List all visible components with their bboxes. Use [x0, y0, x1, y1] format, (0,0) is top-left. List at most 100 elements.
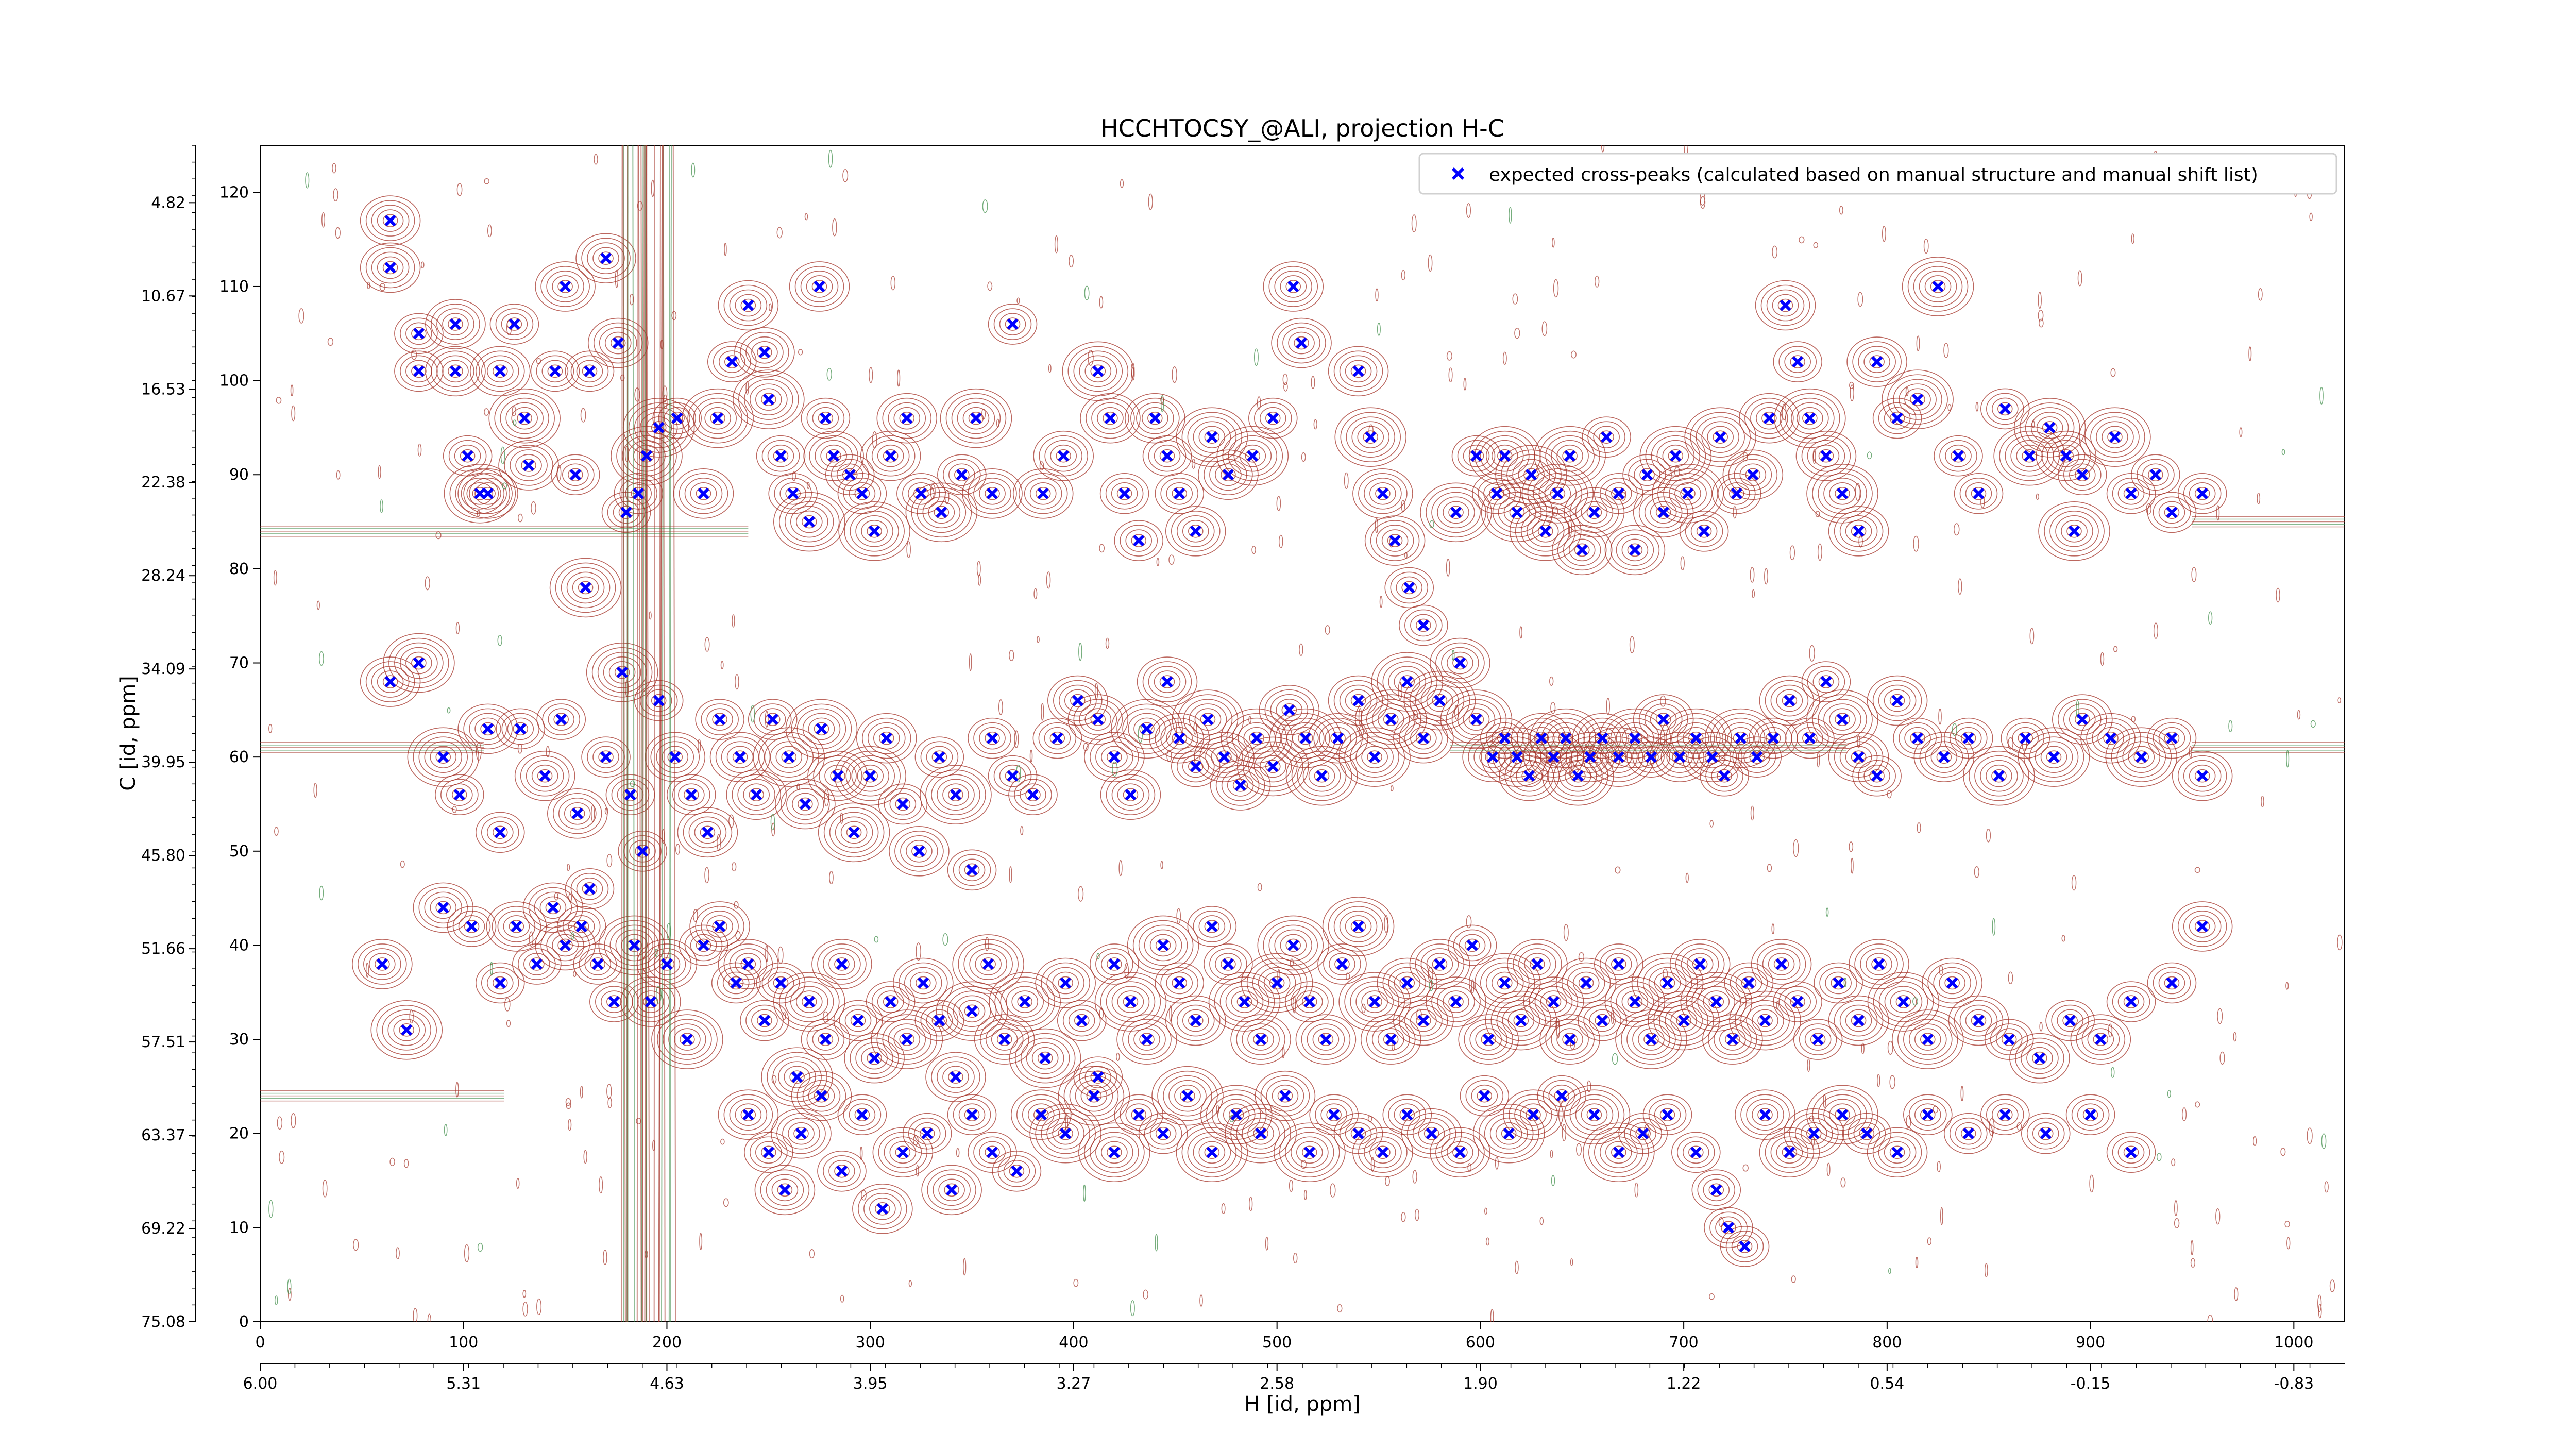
cross-peak-marker	[1369, 996, 1381, 1008]
cross-peak-marker	[1792, 996, 1804, 1008]
cross-peak-marker	[1853, 1015, 1865, 1026]
peak-contour	[1114, 520, 1164, 561]
cross-peak-marker	[2068, 525, 2080, 537]
cross-peak-marker	[1279, 1090, 1291, 1102]
peak-contour	[1604, 525, 1666, 576]
cross-peak-marker	[1052, 732, 1063, 744]
peak-contour	[856, 713, 917, 764]
cross-peak-marker	[2136, 751, 2147, 763]
cross-peak-marker	[1417, 619, 1429, 631]
cross-peak-marker	[1125, 789, 1137, 801]
secondary-x-tick-label: 1.22	[1667, 1375, 1701, 1393]
peak-contour	[1642, 1094, 1692, 1135]
cross-peak-marker	[868, 1052, 880, 1064]
peak-contour	[1137, 656, 1198, 707]
peak-contour	[514, 750, 575, 801]
peak-contour	[1882, 369, 1954, 429]
peak-contour	[791, 1070, 852, 1121]
peak-contour	[383, 633, 455, 693]
cross-peak-marker	[966, 864, 978, 876]
cross-peak-marker	[1454, 1147, 1466, 1158]
cross-peak-marker	[671, 412, 683, 424]
cross-peak-marker	[2196, 770, 2208, 782]
peak-contour	[1755, 280, 1816, 331]
cross-peak-marker	[832, 770, 844, 782]
cross-peak-marker	[848, 827, 860, 838]
cross-peak-marker	[2076, 713, 2088, 726]
peak-contour	[2013, 398, 2086, 458]
peak-contour	[407, 727, 480, 787]
cross-peak-marker	[1832, 977, 1844, 989]
y-tick-label: 60	[229, 748, 249, 766]
peak-contour	[1980, 1094, 2030, 1135]
cross-peak-marker	[1486, 751, 1499, 763]
peak-contour	[1269, 708, 1342, 768]
peak-contour	[947, 1094, 997, 1135]
cross-peak-marker	[669, 751, 681, 763]
x-tick-label: 500	[1262, 1334, 1292, 1352]
peak-contour	[1583, 1122, 1655, 1183]
peak-contour	[726, 769, 787, 820]
peak-contour	[1867, 1127, 1928, 1178]
secondary-x-tick-label: 4.63	[650, 1375, 684, 1393]
cross-peak-marker	[1564, 1033, 1576, 1046]
cross-peak-marker	[1190, 761, 1201, 772]
cross-peak-marker	[1952, 450, 1964, 462]
legend: expected cross-peaks (calculated based o…	[1418, 153, 2337, 195]
cross-peak-marker	[1403, 582, 1415, 594]
cross-peak-marker	[1039, 1052, 1051, 1064]
cross-peak-marker	[449, 365, 462, 377]
cross-peak-marker	[1759, 1109, 1771, 1121]
cross-peak-marker	[1287, 939, 1299, 951]
peak-contour	[1259, 685, 1320, 735]
cross-peak-marker	[1377, 1147, 1389, 1158]
peak-contour	[1035, 957, 1096, 1008]
cross-peak-marker	[1804, 412, 1816, 424]
y-tick-label: 50	[229, 843, 249, 861]
cross-peak-marker	[494, 365, 506, 377]
x-tick-label: 300	[856, 1334, 885, 1352]
cross-peak-marker	[453, 789, 465, 801]
cross-peak-marker	[1531, 958, 1544, 970]
cross-peak-marker	[1731, 487, 1742, 499]
peak-contour	[1033, 430, 1094, 481]
cross-peak-marker	[1499, 450, 1511, 462]
peak-contour	[1080, 393, 1141, 444]
peak-contour	[1849, 939, 1909, 989]
cross-peak-marker	[2166, 732, 2178, 744]
secondary-x-tick-label: -0.83	[2274, 1375, 2314, 1393]
peak-contour	[475, 962, 525, 1004]
peak-contour	[652, 397, 702, 439]
peak-contour	[905, 482, 978, 543]
y-tick-label: 90	[229, 466, 249, 484]
cross-peak-marker	[466, 920, 478, 933]
cross-peak-marker	[1377, 487, 1389, 499]
peak-contour	[565, 868, 615, 909]
cross-peak-marker	[1629, 996, 1641, 1008]
cross-peak-marker	[494, 977, 506, 989]
cross-peak-marker	[1417, 1015, 1429, 1026]
cross-peak-marker	[1853, 751, 1865, 763]
cross-peak-marker	[1499, 977, 1511, 989]
peak-contour	[893, 957, 954, 1008]
cross-peak-marker	[2125, 487, 2137, 499]
cross-peak-marker	[1932, 280, 1944, 293]
cross-peak-marker	[885, 996, 896, 1008]
peak-contour	[360, 242, 421, 293]
peak-contour	[530, 350, 580, 392]
cross-peak-marker	[1239, 996, 1250, 1008]
cross-peak-marker	[1911, 394, 1924, 406]
cross-peak-marker	[2020, 732, 2031, 744]
peak-contour	[1594, 943, 1643, 985]
cross-peak-marker	[384, 214, 396, 227]
cross-peak-marker	[413, 365, 425, 377]
cross-peak-marker	[836, 1165, 848, 1177]
horizontal-streak	[2192, 516, 2345, 528]
peak-contour	[748, 699, 798, 740]
peak-contour	[488, 388, 561, 448]
cross-peak-marker	[1092, 713, 1104, 726]
peak-contour	[817, 1150, 867, 1192]
peak-contour	[756, 435, 806, 477]
y-tick-label: 40	[229, 936, 249, 954]
peak-contour	[469, 346, 531, 397]
